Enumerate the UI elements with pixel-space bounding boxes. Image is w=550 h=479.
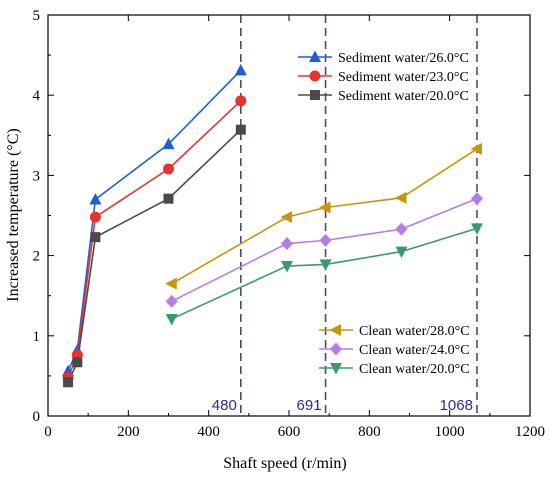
legend-label: Clean water/20.0°C — [359, 362, 470, 377]
data-point — [235, 124, 246, 135]
legend-label: Sediment water/23.0°C — [338, 70, 469, 85]
vertical-reference-lines — [240, 15, 478, 416]
x-tick-label: 400 — [197, 424, 220, 440]
data-point — [89, 211, 101, 223]
data-point — [163, 193, 174, 204]
data-point — [165, 294, 178, 308]
legend-label: Sediment water/26.0°C — [338, 51, 469, 66]
series-line — [67, 129, 242, 383]
y-tick-label: 2 — [33, 249, 41, 265]
data-point — [162, 137, 175, 150]
legend-label: Clean water/24.0°C — [359, 343, 470, 358]
data-point — [280, 211, 292, 224]
vline-label: 1068 — [440, 397, 473, 414]
x-tick-label: 1000 — [435, 424, 465, 440]
vline-label: 480 — [212, 397, 237, 414]
vline-label: 691 — [297, 397, 322, 414]
y-tick-label: 4 — [33, 88, 41, 104]
x-tick-label: 1200 — [515, 424, 545, 440]
x-tick-label: 0 — [44, 424, 52, 440]
data-point — [72, 357, 83, 368]
legend-marker — [330, 363, 342, 375]
data-point — [395, 222, 408, 236]
legend-marker — [309, 70, 321, 82]
y-tick-label: 5 — [33, 8, 41, 24]
data-point — [89, 192, 102, 205]
x-tick-label: 600 — [278, 424, 301, 440]
data-point — [63, 377, 74, 388]
data-point — [165, 277, 177, 290]
tick-labels: 0 200 400 600 800 1000 1200 0 1 2 3 4 5 — [33, 8, 546, 440]
x-tick-label: 200 — [117, 424, 140, 440]
x-tick-label: 800 — [358, 424, 381, 440]
legend-bottom-right: Clean water/28.0°C Clean water/24.0°C Clea… — [319, 324, 470, 377]
data-point — [395, 246, 408, 259]
x-axis-title: Shaft speed (r/min) — [223, 455, 347, 472]
data-point — [165, 313, 178, 326]
data-point — [280, 237, 293, 251]
y-tick-label: 0 — [33, 409, 41, 425]
y-tick-label: 3 — [33, 168, 41, 184]
legend-label: Sediment water/20.0°C — [338, 89, 469, 104]
legend-marker — [310, 90, 320, 100]
data-point — [235, 95, 247, 107]
data-point — [90, 232, 101, 243]
legend-marker — [330, 342, 342, 356]
y-tick-label: 1 — [33, 329, 41, 345]
y-axis-title: Increased temperature (°C) — [5, 128, 22, 301]
data-point — [163, 163, 174, 175]
series-line — [171, 197, 478, 303]
legend-marker — [329, 324, 341, 336]
data-point — [470, 223, 483, 235]
legend-marker — [309, 50, 321, 62]
axis-ticks — [47, 14, 531, 417]
vline-labels: 480 691 1068 — [212, 397, 473, 414]
data-point — [470, 192, 483, 206]
data-point — [280, 261, 293, 273]
series-markers — [62, 63, 483, 388]
data-point — [394, 191, 407, 204]
legend-top-right: Sediment water/26.0°C Sediment water/23.0… — [298, 50, 469, 104]
data-point — [234, 63, 247, 76]
data-point — [319, 201, 331, 214]
legend-label: Clean water/28.0°C — [359, 324, 470, 339]
data-point — [319, 233, 332, 247]
data-point — [470, 142, 482, 155]
data-point — [319, 259, 332, 271]
